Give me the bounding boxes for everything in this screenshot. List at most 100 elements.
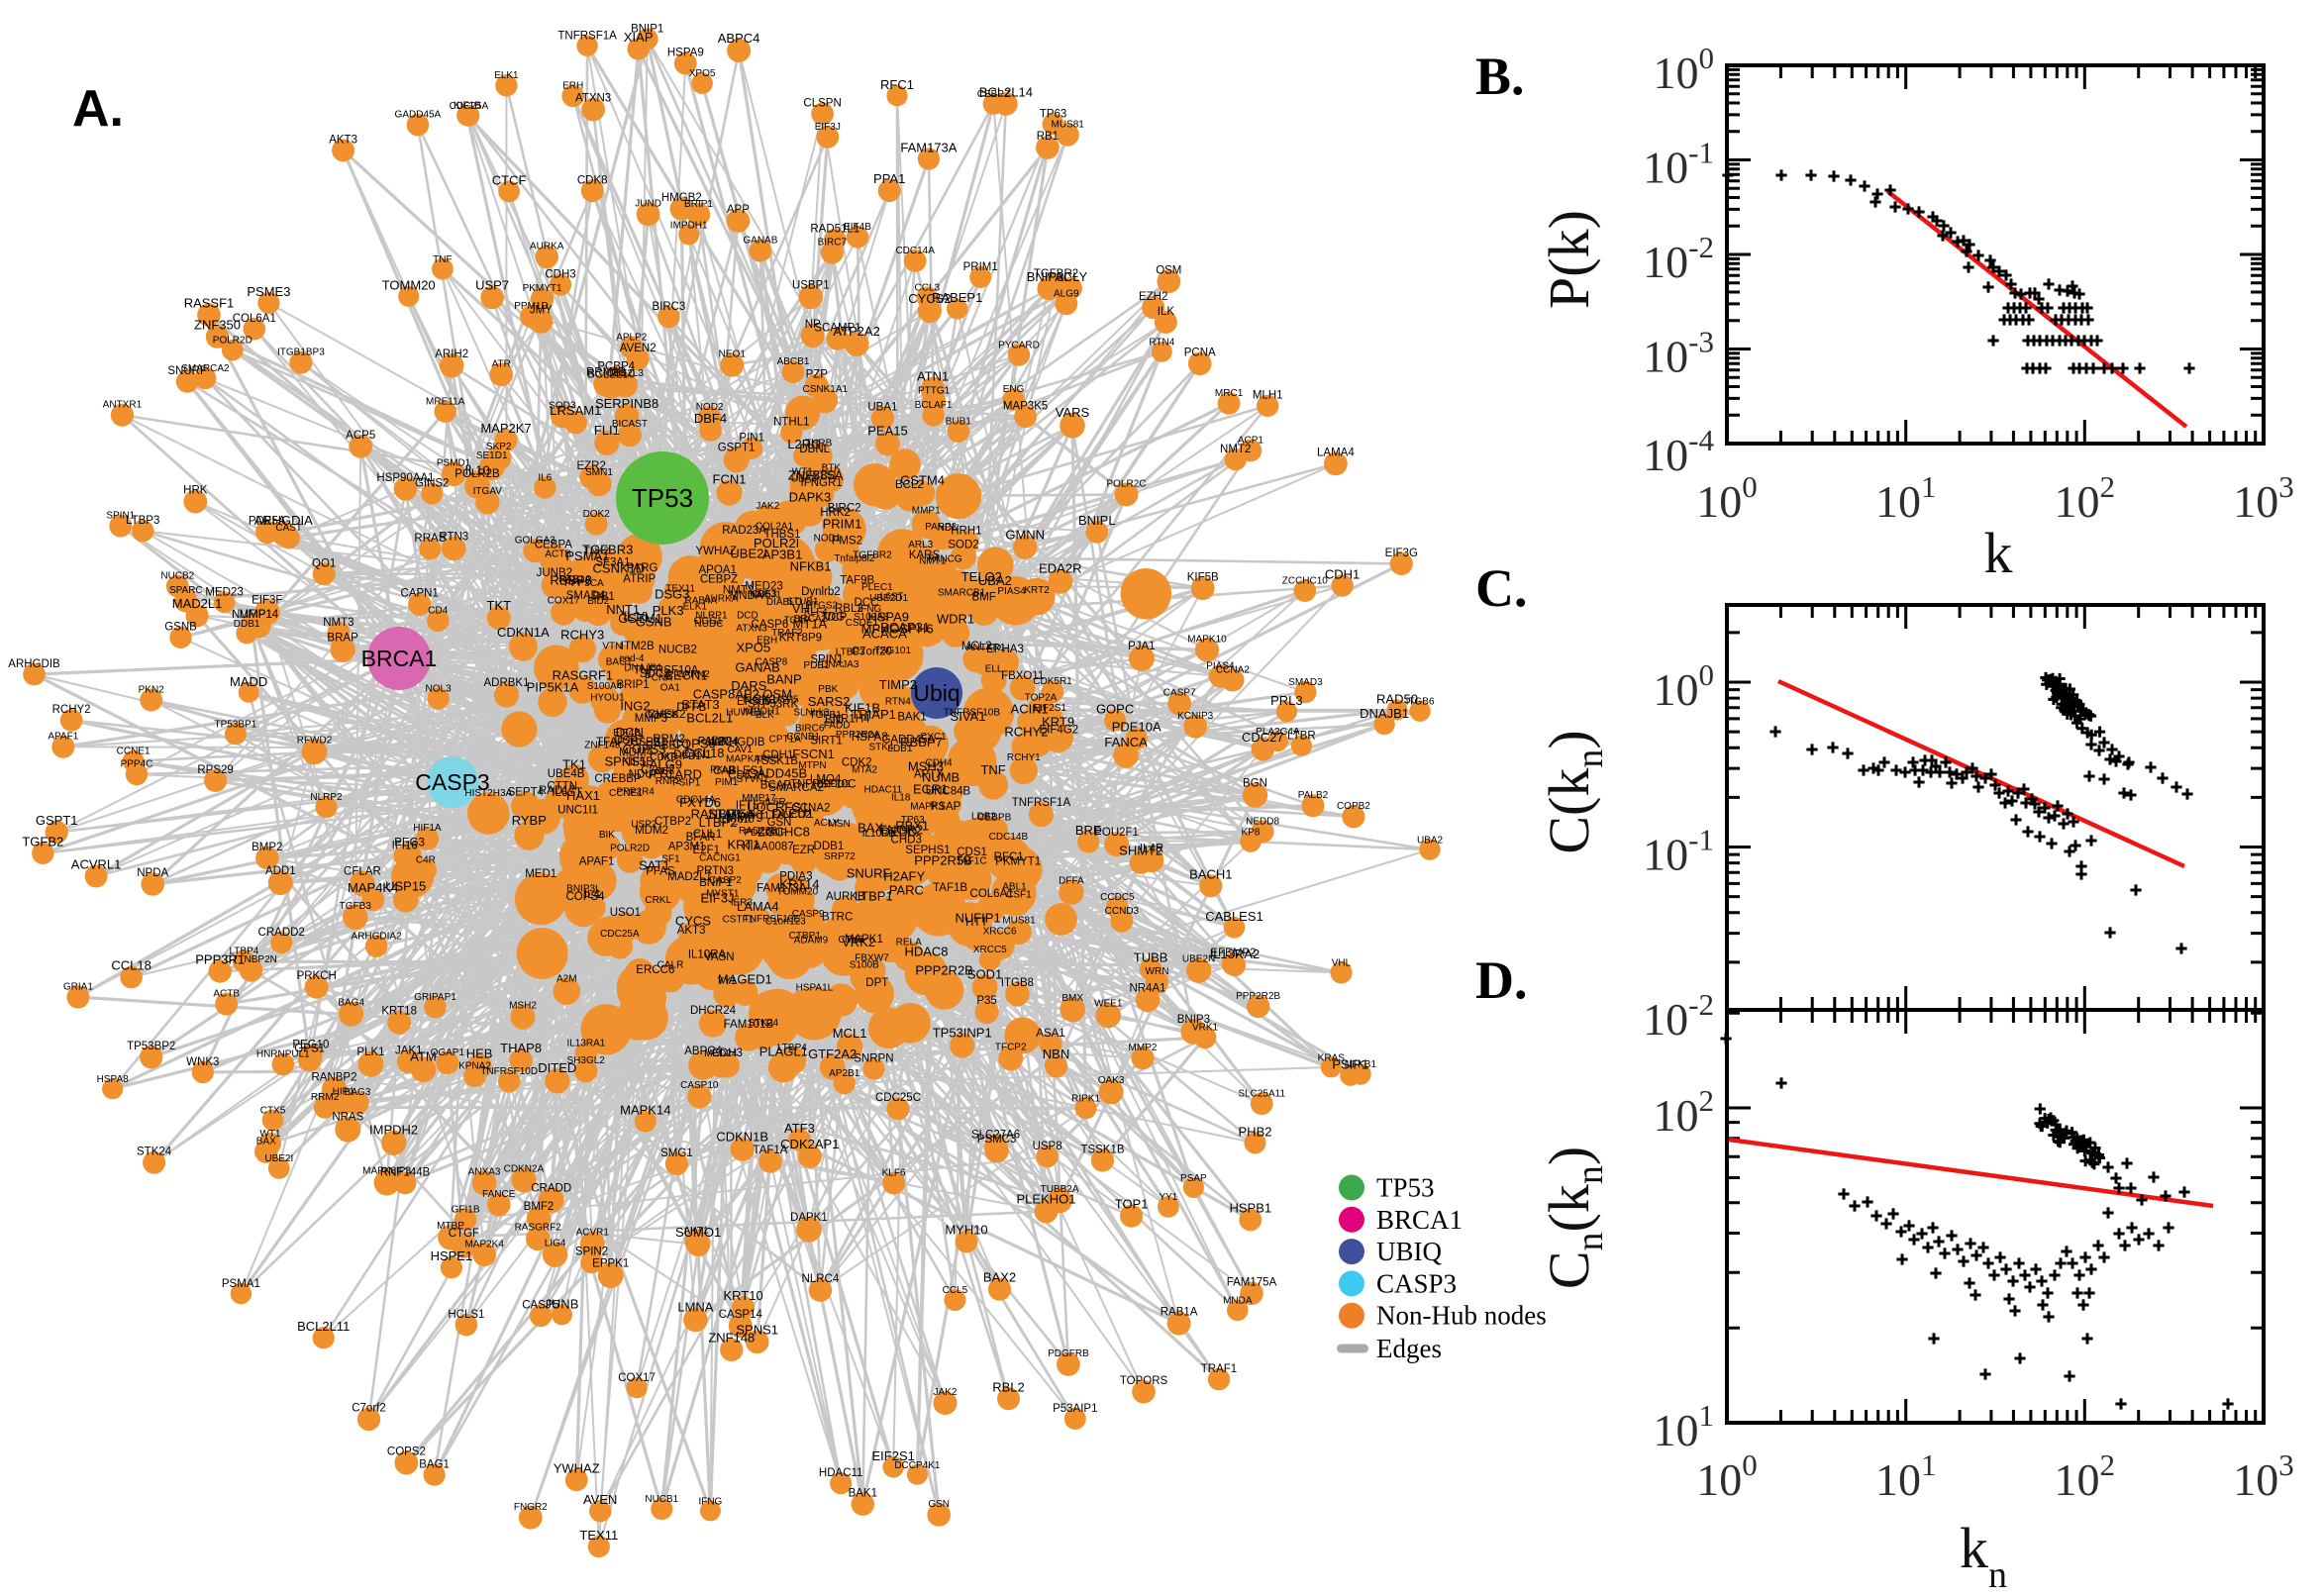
svg-text:SHMT2: SHMT2 bbox=[1119, 844, 1162, 858]
svg-text:VHL: VHL bbox=[1332, 957, 1352, 968]
svg-text:PIP5K1A: PIP5K1A bbox=[527, 680, 579, 695]
svg-text:CTTNBP2N: CTTNBP2N bbox=[225, 954, 277, 965]
svg-text:ALG9: ALG9 bbox=[1054, 288, 1079, 299]
svg-text:USP15: USP15 bbox=[385, 879, 426, 894]
svg-text:SPNS1: SPNS1 bbox=[736, 1323, 778, 1338]
svg-text:TNFRSF10A: TNFRSF10A bbox=[634, 665, 699, 677]
svg-text:KIF1B: KIF1B bbox=[845, 701, 880, 716]
svg-text:TNFRSF10B: TNFRSF10B bbox=[944, 708, 1001, 719]
svg-text:ATXN3: ATXN3 bbox=[575, 93, 611, 105]
svg-text:CCNA2: CCNA2 bbox=[1216, 664, 1250, 675]
svg-text:BAG3: BAG3 bbox=[345, 1087, 371, 1098]
svg-text:CEBPZ: CEBPZ bbox=[977, 89, 1010, 100]
svg-text:CT_610: CT_610 bbox=[719, 815, 755, 826]
svg-text:IFNG: IFNG bbox=[698, 1496, 722, 1507]
svg-text:APOA1: APOA1 bbox=[699, 564, 737, 576]
svg-text:DDB1: DDB1 bbox=[814, 841, 845, 852]
svg-text:TP63: TP63 bbox=[901, 815, 925, 826]
svg-text:RBX1: RBX1 bbox=[895, 818, 929, 833]
svg-text:XIAP: XIAP bbox=[624, 30, 654, 45]
svg-text:UNC1I1: UNC1I1 bbox=[557, 805, 598, 817]
svg-text:HMGB2: HMGB2 bbox=[661, 192, 702, 204]
svg-text:FCN1: FCN1 bbox=[713, 472, 747, 487]
svg-text:POLR2B: POLR2B bbox=[454, 468, 500, 480]
svg-text:C4R: C4R bbox=[416, 855, 436, 866]
svg-text:JAK1: JAK1 bbox=[395, 1045, 423, 1056]
svg-text:DBNL: DBNL bbox=[799, 444, 830, 455]
svg-text:GSTM4: GSTM4 bbox=[900, 473, 945, 488]
svg-text:MED23: MED23 bbox=[745, 580, 782, 592]
svg-text:ATM: ATM bbox=[410, 1048, 436, 1063]
svg-text:BRCA1: BRCA1 bbox=[1376, 1205, 1463, 1235]
svg-text:PSAP: PSAP bbox=[931, 801, 961, 813]
svg-text:EZR: EZR bbox=[792, 845, 815, 856]
svg-text:DLEU1: DLEU1 bbox=[772, 806, 814, 821]
svg-text:DCN: DCN bbox=[616, 725, 644, 740]
svg-text:KRT8P9: KRT8P9 bbox=[779, 632, 822, 644]
svg-text:PKN1: PKN1 bbox=[710, 765, 737, 776]
svg-text:EZH2: EZH2 bbox=[1139, 291, 1167, 303]
svg-text:TRAF2: TRAF2 bbox=[771, 628, 803, 639]
svg-text:MMP3: MMP3 bbox=[635, 713, 667, 725]
svg-text:PRIM1: PRIM1 bbox=[823, 516, 862, 531]
svg-text:CDC14A: CDC14A bbox=[676, 794, 716, 805]
svg-text:TSSK1B: TSSK1B bbox=[1080, 1144, 1124, 1155]
svg-text:RCHY3: RCHY3 bbox=[560, 628, 604, 643]
svg-text:HRK: HRK bbox=[183, 485, 208, 497]
svg-text:ANTXR1: ANTXR1 bbox=[103, 400, 143, 411]
svg-text:SIRT1: SIRT1 bbox=[810, 736, 842, 748]
svg-text:MYH10: MYH10 bbox=[945, 1223, 987, 1238]
svg-text:MAD2L1: MAD2L1 bbox=[172, 596, 223, 611]
svg-text:BNIP3L: BNIP3L bbox=[566, 884, 601, 895]
svg-text:CAV1: CAV1 bbox=[728, 745, 754, 755]
svg-text:PSMA1: PSMA1 bbox=[222, 1278, 260, 1290]
svg-text:DCCP4K1: DCCP4K1 bbox=[894, 1460, 941, 1471]
svg-text:RAB1A: RAB1A bbox=[558, 574, 591, 585]
svg-text:CLSPN: CLSPN bbox=[803, 98, 841, 110]
svg-text:AVEN2: AVEN2 bbox=[620, 343, 656, 354]
svg-text:GADD45A: GADD45A bbox=[395, 110, 442, 121]
svg-text:L6ST: L6ST bbox=[880, 592, 904, 603]
svg-text:KRT18: KRT18 bbox=[381, 1006, 417, 1018]
svg-text:HUWE1: HUWE1 bbox=[726, 708, 762, 719]
svg-text:SDC2: SDC2 bbox=[640, 668, 670, 680]
svg-text:LTBP2: LTBP2 bbox=[699, 815, 738, 830]
svg-text:CTCF: CTCF bbox=[492, 173, 527, 188]
svg-text:SF3A1: SF3A1 bbox=[595, 556, 630, 568]
svg-text:DCC: DCC bbox=[854, 597, 878, 609]
svg-text:MMP9: MMP9 bbox=[726, 810, 763, 825]
svg-text:MMP2: MMP2 bbox=[1129, 1043, 1158, 1053]
svg-text:KIF1B: KIF1B bbox=[454, 101, 481, 112]
svg-text:MAP3K5: MAP3K5 bbox=[1003, 400, 1048, 412]
svg-text:STP53RK: STP53RK bbox=[748, 699, 798, 711]
svg-text:MAPK11: MAPK11 bbox=[731, 811, 769, 822]
svg-text:FADD: FADD bbox=[824, 720, 851, 731]
svg-text:PALB2: PALB2 bbox=[698, 736, 733, 748]
svg-text:CCL3: CCL3 bbox=[915, 283, 941, 294]
svg-text:MNDA: MNDA bbox=[730, 590, 763, 602]
svg-text:k: k bbox=[1984, 521, 2013, 585]
svg-text:VTN: VTN bbox=[602, 642, 622, 652]
svg-text:BTK: BTK bbox=[822, 463, 842, 474]
svg-text:RTN3: RTN3 bbox=[439, 532, 468, 544]
svg-text:HSPA9: HSPA9 bbox=[867, 610, 909, 625]
svg-text:PHB2: PHB2 bbox=[1239, 1125, 1272, 1140]
svg-text:LMNA: LMNA bbox=[677, 1300, 713, 1315]
svg-text:ASA1: ASA1 bbox=[1036, 1028, 1064, 1040]
svg-text:SUMO1: SUMO1 bbox=[675, 1225, 721, 1240]
svg-text:BCL2L11: BCL2L11 bbox=[297, 1319, 350, 1334]
svg-text:FANCG: FANCG bbox=[928, 553, 962, 564]
svg-text:YY1: YY1 bbox=[718, 976, 737, 987]
svg-text:RCHY1: RCHY1 bbox=[1007, 752, 1041, 763]
svg-text:RB1: RB1 bbox=[1037, 131, 1059, 143]
svg-text:RB1: RB1 bbox=[592, 591, 614, 603]
svg-text:CCNE1: CCNE1 bbox=[117, 747, 151, 757]
svg-text:RRM2: RRM2 bbox=[653, 734, 685, 746]
svg-text:H2AFY: H2AFY bbox=[883, 868, 925, 883]
svg-text:ZNF148: ZNF148 bbox=[708, 1331, 755, 1346]
svg-text:SOD3: SOD3 bbox=[549, 401, 576, 412]
svg-text:USP2: USP2 bbox=[631, 819, 657, 830]
svg-text:RRM2B: RRM2B bbox=[586, 367, 627, 379]
svg-text:NBN: NBN bbox=[1043, 1047, 1069, 1061]
svg-text:GINS2: GINS2 bbox=[415, 478, 450, 490]
